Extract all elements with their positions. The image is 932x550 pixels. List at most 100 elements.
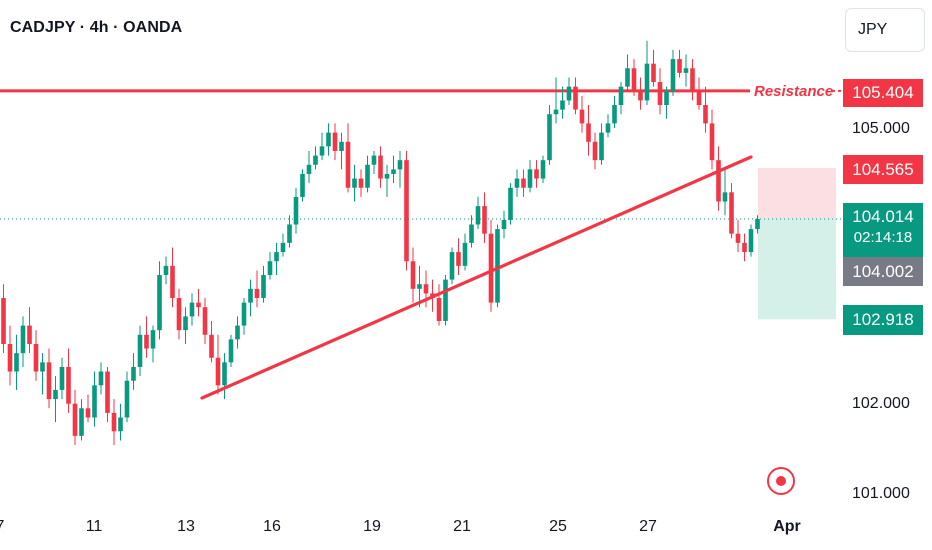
candle-body <box>436 298 442 321</box>
candle-body <box>332 132 338 151</box>
candle-body <box>735 233 741 243</box>
candle-body <box>729 192 734 234</box>
candle-body <box>79 408 84 436</box>
candle-body <box>475 206 481 225</box>
candle-body <box>586 123 591 142</box>
candle-body <box>352 178 357 188</box>
candle-body <box>534 169 539 179</box>
candle-body <box>319 146 325 156</box>
candle-body <box>183 316 188 331</box>
candle-body <box>176 298 182 331</box>
candle-body <box>209 334 214 358</box>
candle-body <box>157 275 162 331</box>
candle-body <box>716 160 721 202</box>
candle-body <box>20 325 26 354</box>
candle-body <box>521 178 526 188</box>
candle-body <box>722 192 728 202</box>
candle-body <box>540 160 546 179</box>
candle-body <box>215 357 221 386</box>
stop-loss-price-tag: 104.565 <box>843 155 923 184</box>
x-tick-label: 27 <box>639 518 657 535</box>
candle-body <box>592 141 598 161</box>
candle-body <box>443 279 448 321</box>
x-tick-label: 25 <box>549 518 567 535</box>
candle-body <box>410 261 416 289</box>
candle-body <box>287 224 292 243</box>
resistance-label: Resistance <box>754 83 834 100</box>
x-tick-label: Apr <box>773 518 801 535</box>
candle-body <box>579 109 585 124</box>
candle-body <box>150 330 156 349</box>
target-icon-dot <box>776 476 786 486</box>
candle-body <box>326 132 331 147</box>
y-tick-label: 102.000 <box>852 395 910 412</box>
candle-body <box>306 164 312 174</box>
candle-body <box>638 91 643 101</box>
candle-body <box>664 91 669 106</box>
reward-zone <box>758 218 836 320</box>
candle-body <box>137 334 143 367</box>
y-tick-label: 105.000 <box>852 120 910 137</box>
candle-body <box>40 362 45 372</box>
candle-body <box>391 169 396 174</box>
candle-body <box>553 109 559 115</box>
candle-body <box>59 366 65 390</box>
candle-body <box>417 284 422 289</box>
candle-body <box>72 403 78 436</box>
candle-body <box>111 412 117 432</box>
candle-body <box>423 284 429 294</box>
candle-body <box>124 380 130 418</box>
candle-body <box>261 275 266 299</box>
candle-body <box>696 91 702 106</box>
chart-title: CADJPY · 4h · OANDA <box>10 19 183 36</box>
x-tick-label: 7 <box>0 518 4 536</box>
candle-body <box>566 86 572 101</box>
candle-body <box>235 325 240 340</box>
x-tick-label: 19 <box>363 518 381 535</box>
candle-body <box>46 362 52 400</box>
candle-body <box>228 339 234 363</box>
candle-body <box>345 141 351 188</box>
candle-body <box>254 288 260 299</box>
candle-body <box>605 123 611 133</box>
candle-body <box>241 302 247 326</box>
candle-body <box>170 265 175 299</box>
bar-countdown: 02:14:18 <box>853 229 913 246</box>
candle-body <box>27 325 32 344</box>
candle-body <box>560 100 565 110</box>
candle-body <box>105 371 110 413</box>
candle-body <box>222 362 227 386</box>
candle-body <box>293 196 299 225</box>
candle-body <box>274 252 279 262</box>
candle-body <box>144 334 149 349</box>
candle-body <box>131 366 136 381</box>
trendline <box>200 155 753 400</box>
candle-body <box>371 155 377 165</box>
candle-body <box>196 302 201 308</box>
candle-body <box>33 343 39 372</box>
candle-body <box>657 82 663 106</box>
last-price-value: 104.014 <box>852 207 914 226</box>
x-tick-label: 16 <box>263 518 281 535</box>
currency-button[interactable]: JPY <box>845 8 925 52</box>
candle-body <box>66 366 71 404</box>
candle-body <box>508 187 513 220</box>
candle-body <box>384 173 390 179</box>
candle-body <box>527 169 533 188</box>
candle-body <box>703 105 708 124</box>
candle-body <box>690 68 695 92</box>
candle-body <box>163 265 169 276</box>
prev-close-price-tag: 104.002 <box>843 257 923 286</box>
candle-body <box>462 242 468 266</box>
x-tick-label: 21 <box>453 518 471 535</box>
candle-body <box>98 371 104 386</box>
candle-body <box>748 229 754 253</box>
candle-body <box>495 229 500 303</box>
candle-body <box>651 63 656 83</box>
candle-body <box>280 242 286 253</box>
candle-body <box>267 261 273 276</box>
candle-body <box>514 178 520 188</box>
candle-body <box>755 218 760 230</box>
